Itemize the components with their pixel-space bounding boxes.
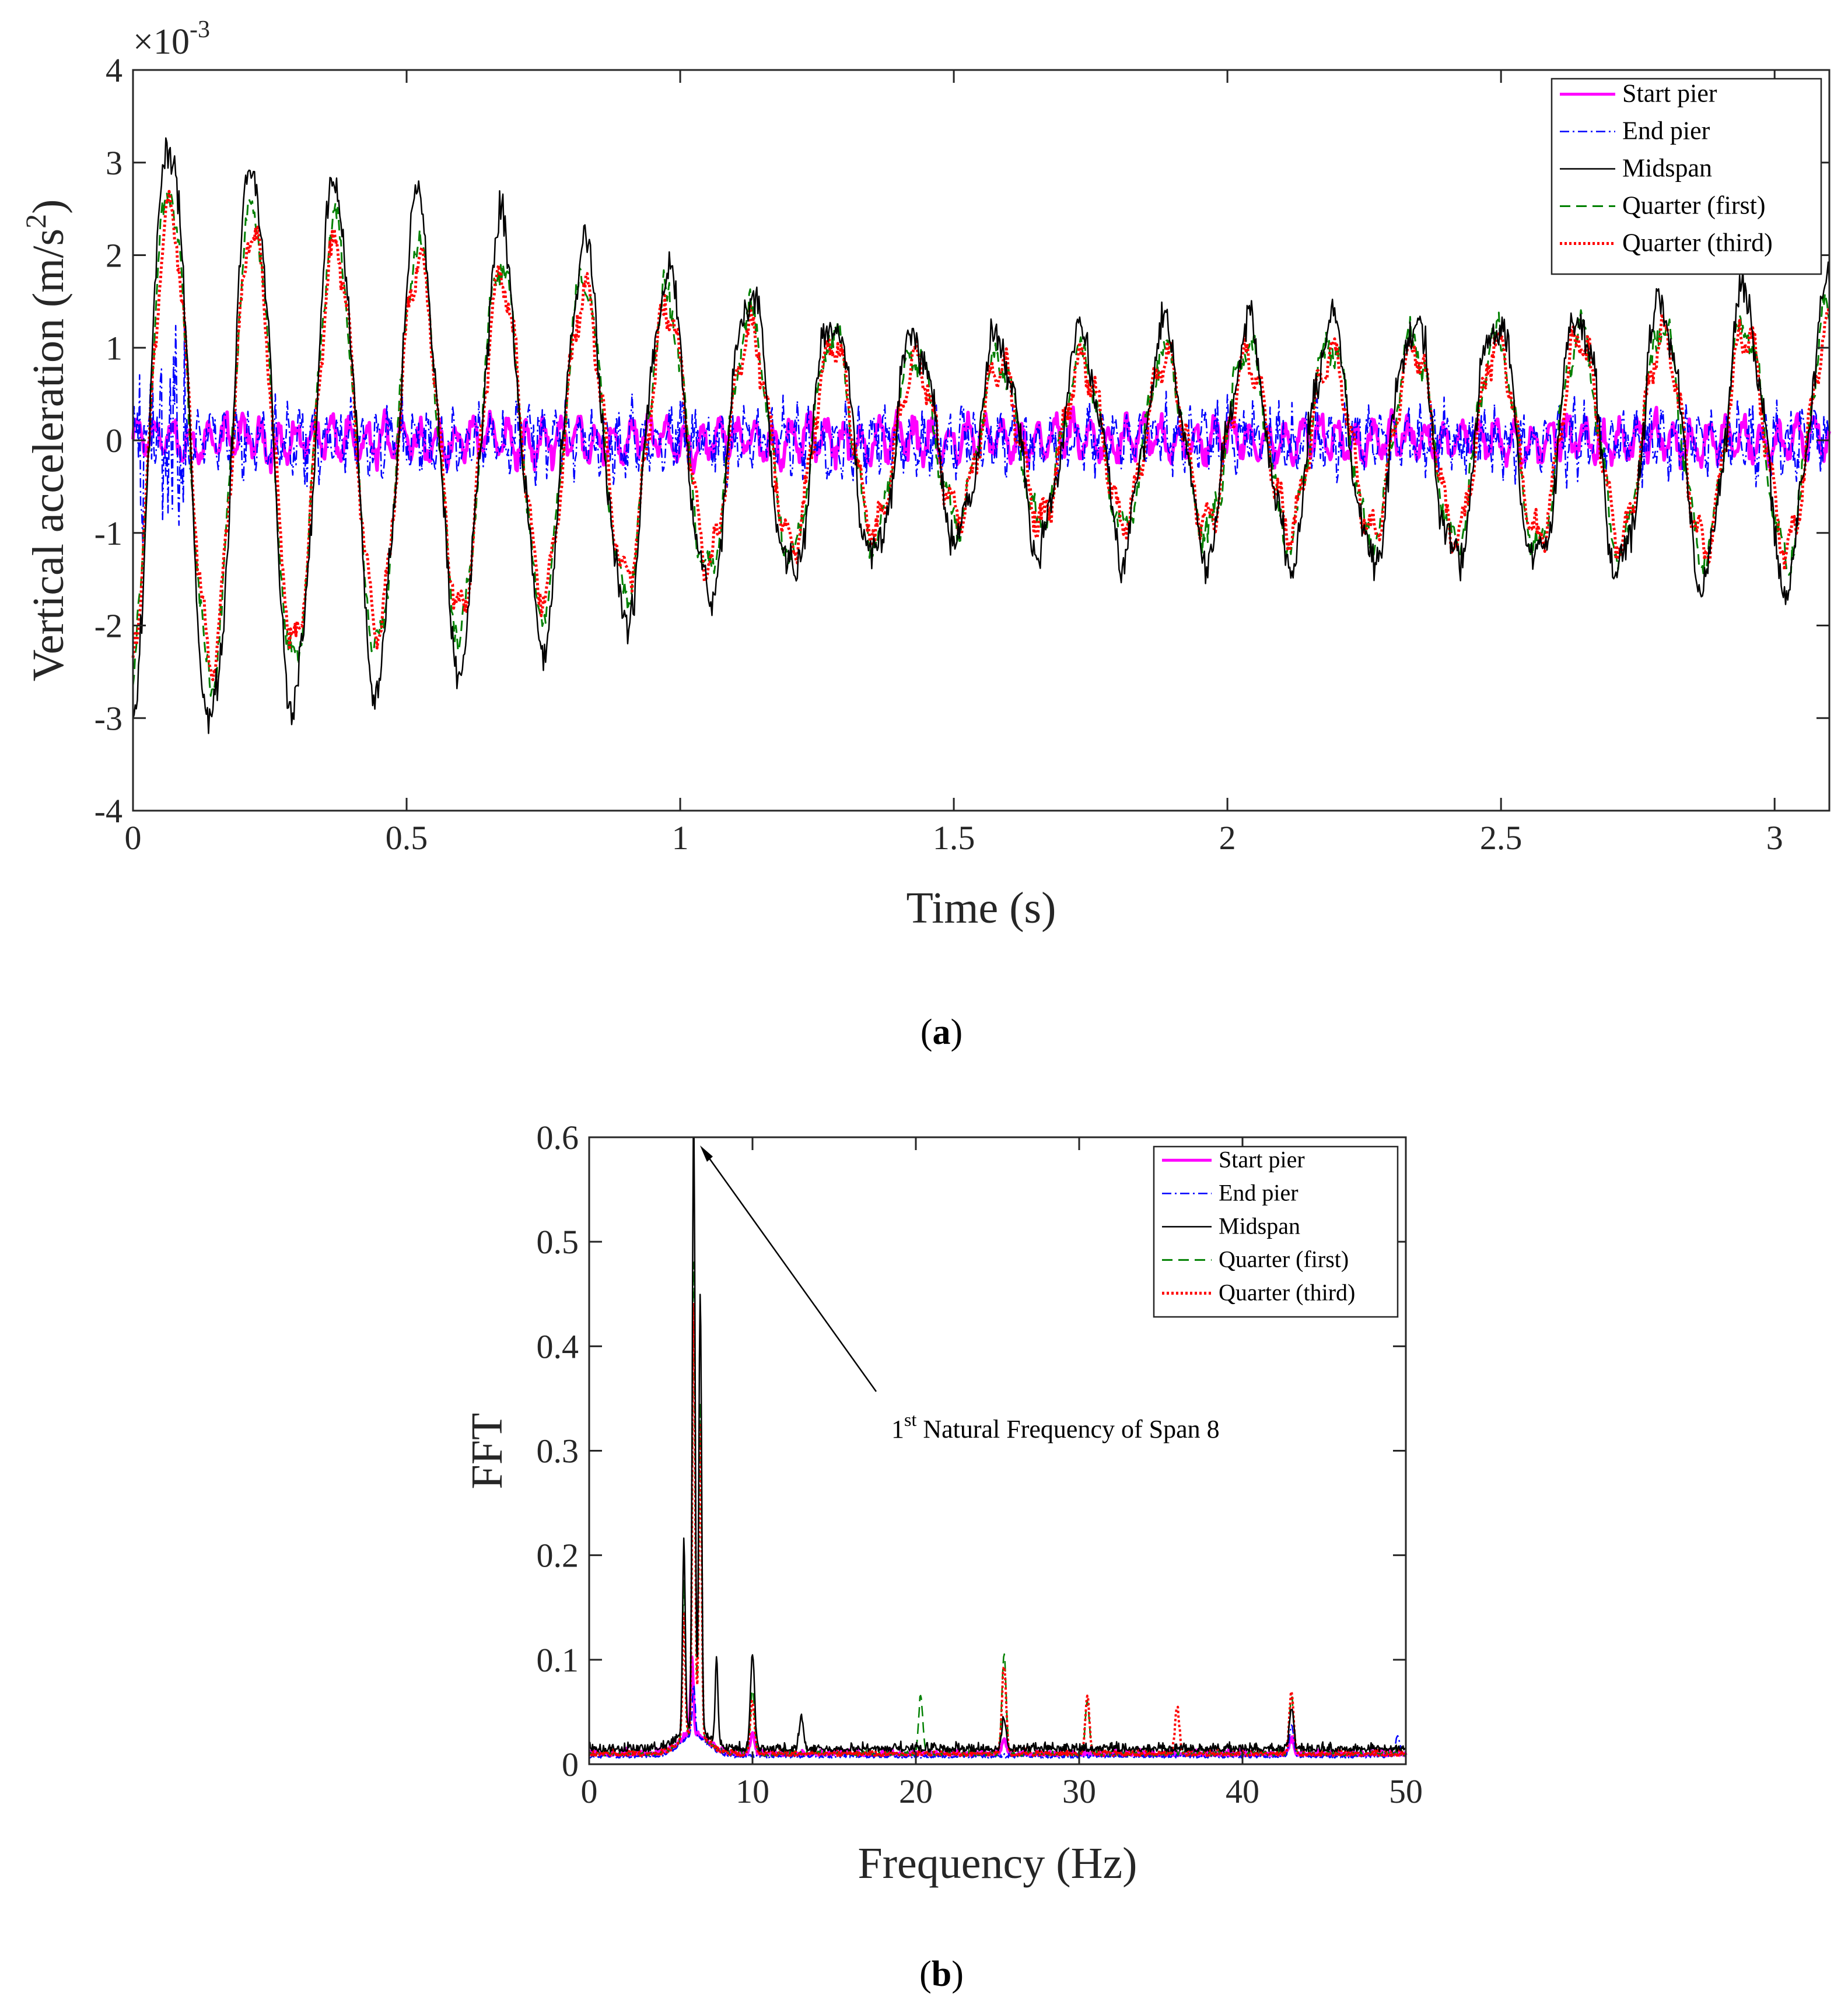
panel-a-x-tick-label: 1.5 [933, 819, 975, 857]
panel-a-y-tick-label: 4 [106, 51, 123, 89]
legend-label-midspan: Midspan [1219, 1212, 1300, 1239]
panel-a-ticks: 0 0.5 1 1.5 2 2.5 3 -4 -3 -2 -1 0 1 2 3 4 [94, 51, 1829, 857]
panel-b-chart: 0 10 20 30 40 50 0 0.1 0.2 0.3 0.4 0.5 0.6 Frequency… [463, 1119, 1423, 1994]
panel-a-x-axis-label: Time (s) [907, 884, 1056, 933]
panel-a-x-tick-label: 0.5 [386, 819, 428, 857]
panel-b-x-axis-label: Frequency (Hz) [858, 1839, 1137, 1888]
legend-label-quarter-first: Quarter (first) [1622, 191, 1766, 220]
panel-a-exponent: ×10-3 [133, 16, 210, 62]
series-line-end-pier [132, 323, 1831, 548]
annotation-arrow-head [700, 1145, 713, 1162]
panel-b-y-tick-label: 0.4 [537, 1327, 579, 1365]
panel-a-x-tick-label: 0 [125, 819, 142, 857]
legend-label-start-pier: Start pier [1219, 1146, 1305, 1172]
panel-a-y-tick-label: 1 [106, 329, 123, 367]
panel-a-y-axis-label: Vertical acceleration (m/s2) [19, 199, 73, 682]
panel-a-caption: (a) [921, 1012, 963, 1052]
panel-b-caption: (b) [919, 1954, 964, 1994]
panel-a-x-tick-label: 2.5 [1480, 819, 1522, 857]
panel-b-y-tick-label: 0.5 [537, 1223, 579, 1261]
legend-label-end-pier: End pier [1219, 1179, 1298, 1206]
panel-b-x-tick-label: 0 [581, 1772, 598, 1810]
series-line-quarter-first [589, 1261, 1407, 1757]
panel-b-x-tick-label: 10 [736, 1772, 769, 1810]
panel-b-legend: Start pier End pier Midspan Quarter (first)… [1153, 1145, 1399, 1318]
panel-b-ticks: 0 10 20 30 40 50 0 0.1 0.2 0.3 0.4 0.5 0.6 [537, 1119, 1423, 1810]
legend-label-end-pier: End pier [1622, 117, 1710, 145]
annotation-text: 1st Natural Frequency of Span 8 [891, 1409, 1220, 1443]
annotation-arrow-line [701, 1147, 877, 1392]
panel-b-series-group [588, 1136, 1408, 1759]
legend-label-start-pier: Start pier [1622, 79, 1717, 108]
panel-b-y-tick-label: 0.3 [537, 1432, 579, 1470]
panel-b-y-axis-label: FFT [463, 1413, 512, 1490]
panel-a-y-tick-label: 2 [106, 237, 123, 275]
panel-a-y-tick-label: 3 [106, 144, 123, 182]
panel-b-annotation: 1st Natural Frequency of Span 8 [700, 1145, 1220, 1443]
panel-b-x-tick-label: 50 [1389, 1772, 1423, 1810]
series-line-start-pier [131, 405, 1831, 475]
legend-box [1550, 78, 1822, 275]
legend-label-quarter-first: Quarter (first) [1219, 1246, 1349, 1272]
panel-a-series-group [131, 137, 1831, 734]
series-line-midspan [588, 1136, 1407, 1753]
legend-label-quarter-third: Quarter (third) [1219, 1279, 1355, 1305]
series-line-end-pier [589, 1684, 1407, 1759]
panel-b-x-tick-label: 20 [899, 1772, 933, 1810]
panel-a-x-tick-label: 3 [1766, 819, 1783, 857]
panel-a-chart: 0 0.5 1 1.5 2 2.5 3 -4 -3 -2 -1 0 1 2 3 4 ×10-3 Time (s… [19, 16, 1831, 1052]
panel-b-y-tick-label: 0 [562, 1746, 579, 1783]
panel-a-y-tick-label: -2 [94, 607, 123, 645]
panel-a-y-tick-label: 0 [106, 422, 123, 460]
legend-label-midspan: Midspan [1622, 154, 1712, 183]
panel-a-y-tick-label: -4 [94, 792, 123, 830]
panel-a-legend: Start pier End pier Midspan Quarter (first)… [1550, 78, 1822, 275]
panel-a-x-tick-label: 1 [672, 819, 689, 857]
panel-a-y-tick-label: -1 [94, 514, 123, 552]
panel-b-x-tick-label: 40 [1226, 1772, 1259, 1810]
panel-a-x-tick-label: 2 [1219, 819, 1236, 857]
legend-box [1153, 1145, 1399, 1318]
series-line-midspan [132, 137, 1831, 734]
panel-b-y-tick-label: 0.1 [537, 1641, 579, 1679]
series-line-quarter-third [131, 190, 1831, 681]
panel-a-y-tick-label: -3 [94, 699, 123, 737]
legend-label-quarter-third: Quarter (third) [1622, 229, 1773, 257]
series-line-quarter-third [588, 1303, 1407, 1757]
panel-b-y-tick-label: 0.6 [537, 1119, 579, 1157]
panel-b-y-tick-label: 0.2 [537, 1537, 579, 1575]
panel-b-x-tick-label: 30 [1062, 1772, 1096, 1810]
